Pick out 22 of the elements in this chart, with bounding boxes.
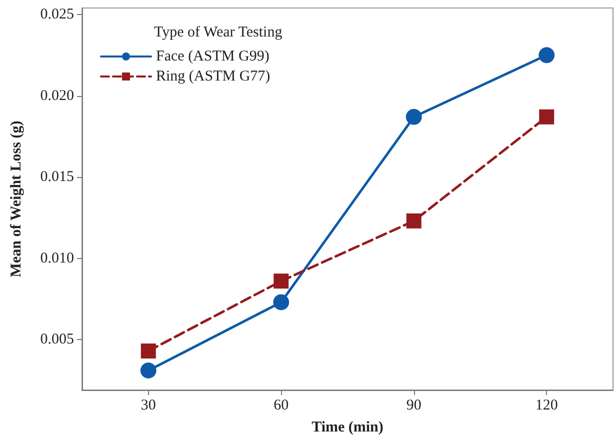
legend-label: Face (ASTM G99) [156, 48, 270, 64]
point [140, 343, 156, 358]
x-tick-label: 90 [406, 398, 422, 414]
point [406, 213, 422, 228]
x-tick-label: 120 [535, 398, 558, 414]
legend-label: Ring (ASTM G77) [156, 68, 270, 84]
x-axis-title: Time (min) [312, 420, 384, 436]
point [273, 294, 290, 310]
point [274, 274, 289, 289]
x-tick-label: 30 [140, 398, 156, 414]
y-tick-label: 0.010 [40, 250, 74, 266]
y-tick-label: 0.025 [40, 6, 74, 22]
point [406, 108, 422, 125]
x-tick-label: 60 [274, 398, 289, 414]
y-tick-label: 0.015 [40, 169, 74, 186]
point [539, 109, 554, 124]
point [538, 47, 555, 64]
point [140, 362, 156, 378]
legend-title: Type of Wear Testing [154, 24, 283, 40]
y-axis-title: Mean of Weight Loss (g) [8, 120, 24, 278]
y-tick-label: 0.005 [40, 332, 74, 348]
y-tick-label: 0.020 [40, 88, 74, 104]
